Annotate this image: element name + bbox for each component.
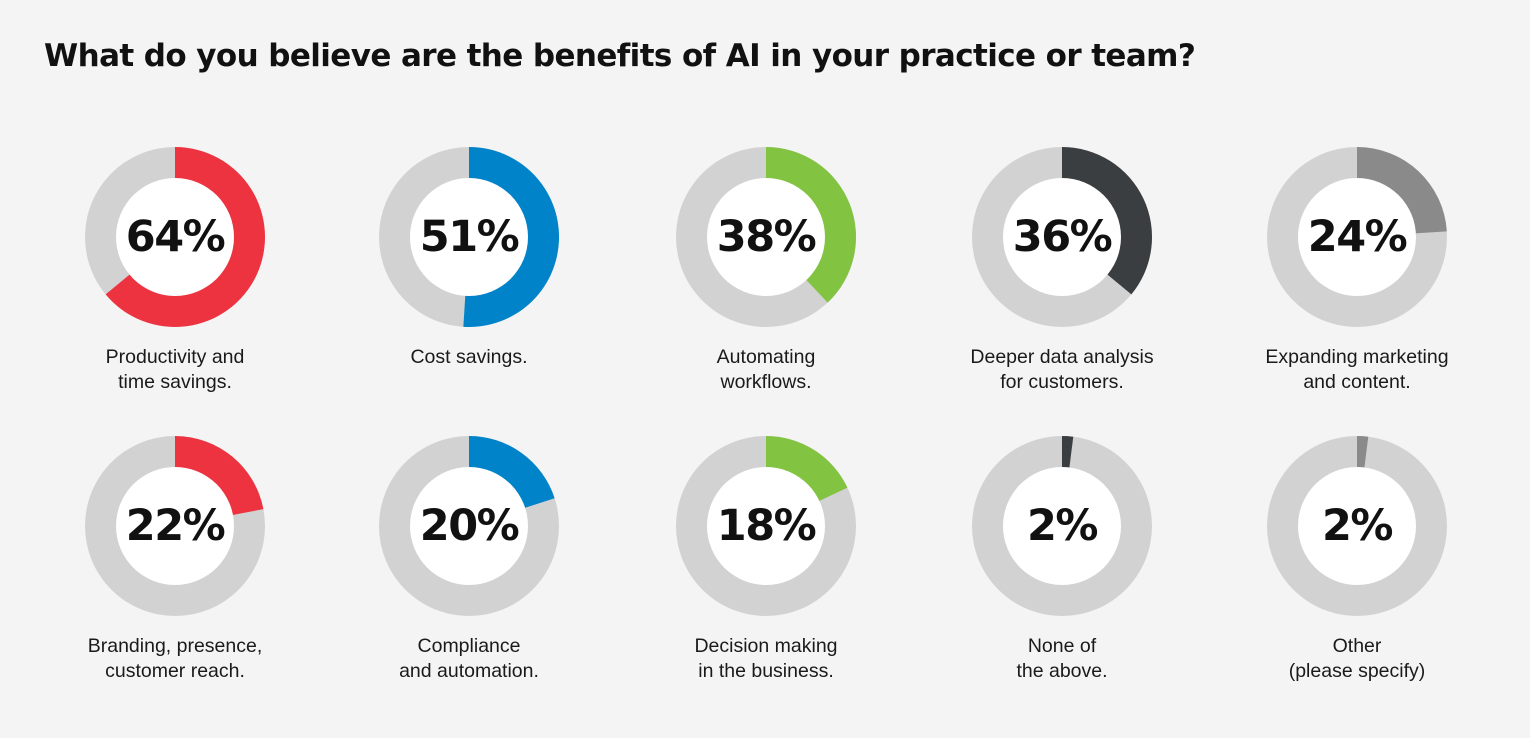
donut-category-label-line: Decision making [694, 635, 838, 657]
donut-item: 2% None of the above. [942, 436, 1182, 726]
donut-item: 38% Automating workflows. [646, 147, 886, 437]
donut-value-label: 2% [1321, 501, 1394, 551]
donut-ring [676, 147, 857, 327]
donut-ring [972, 147, 1153, 327]
donut-value-label: 24% [1307, 212, 1408, 262]
donut-category-label: Productivity and time savings. [55, 345, 295, 395]
donut-category-label-line: workflows. [720, 371, 812, 393]
donut-value-label: 2% [1026, 501, 1099, 551]
donut-value-label: 64% [125, 212, 226, 262]
donut-ring [972, 436, 1152, 616]
donut-category-label: None of the above. [942, 634, 1182, 684]
donut-category-label-line: None of [1027, 635, 1097, 657]
donut-category-label-line: Cost savings. [410, 346, 528, 368]
donut-value-label: 51% [419, 212, 520, 262]
donut-item: 51% Cost savings. [349, 146, 589, 437]
donut-hole [1003, 178, 1121, 296]
donut-category-label-line: Other [1332, 635, 1382, 657]
donut-ring [1267, 436, 1447, 616]
donut-ring [676, 436, 856, 616]
donut-category-label-line: customer reach. [105, 660, 245, 682]
donut-category-label-line: for customers. [1000, 371, 1124, 393]
donut-category-label-line: the above. [1016, 660, 1108, 682]
donut-category-label-line: Productivity and [105, 346, 245, 368]
donut-hole [707, 178, 825, 296]
donut-hole [707, 467, 825, 585]
donut-item: 24% Expanding marketing and content. [1237, 147, 1477, 437]
donut-category-label-line: time savings. [118, 371, 232, 393]
donut-value-label: 20% [419, 501, 520, 551]
donut-category-label-line: Branding, presence, [87, 635, 263, 657]
donut-value-label: 38% [716, 212, 817, 262]
donut-item: 36% Deeper data analysis for customers. [942, 147, 1182, 437]
donut-ring [379, 146, 560, 327]
donut-value-label: 36% [1012, 212, 1113, 262]
donut-category-label-line: Deeper data analysis [970, 346, 1154, 368]
donut-category-label: Branding, presence, customer reach. [55, 634, 295, 684]
donut-category-label: Expanding marketing and content. [1237, 345, 1477, 395]
donut-item: 22% Branding, presence, customer reach. [55, 436, 295, 726]
donut-value-label: 22% [125, 501, 226, 551]
donut-category-label-line: and content. [1303, 371, 1411, 393]
donut-hole [1298, 178, 1416, 296]
donut-category-label: Deeper data analysis for customers. [942, 345, 1182, 395]
donut-value-label: 18% [716, 501, 817, 551]
donut-category-label: Automating workflows. [646, 345, 886, 395]
donut-category-label: Compliance and automation. [349, 634, 589, 684]
donut-category-label-line: Automating [716, 346, 816, 368]
donut-item: 2% Other (please specify) [1237, 436, 1477, 726]
donut-ring [1267, 147, 1447, 327]
donut-hole [410, 178, 528, 296]
donut-hole [1003, 467, 1121, 585]
donut-ring [85, 147, 265, 327]
donut-category-label-line: Expanding marketing [1265, 346, 1449, 368]
donut-category-label: Cost savings. [349, 345, 589, 370]
donut-ring [379, 436, 559, 616]
donut-item: 64% Productivity and time savings. [55, 147, 295, 437]
donut-category-label: Other (please specify) [1237, 634, 1477, 684]
donut-category-label: Decision making in the business. [646, 634, 886, 684]
donut-hole [116, 178, 234, 296]
donut-ring [85, 436, 265, 616]
donut-hole [410, 467, 528, 585]
donut-item: 18% Decision making in the business. [646, 436, 886, 726]
chart-title: What do you believe are the benefits of … [44, 38, 1196, 74]
donut-category-label-line: and automation. [399, 660, 539, 682]
donut-hole [116, 467, 234, 585]
donut-hole [1298, 467, 1416, 585]
donut-category-label-line: (please specify) [1288, 660, 1426, 682]
donut-item: 20% Compliance and automation. [349, 436, 589, 726]
donut-category-label-line: Compliance [417, 635, 521, 657]
donut-category-label-line: in the business. [698, 660, 834, 682]
